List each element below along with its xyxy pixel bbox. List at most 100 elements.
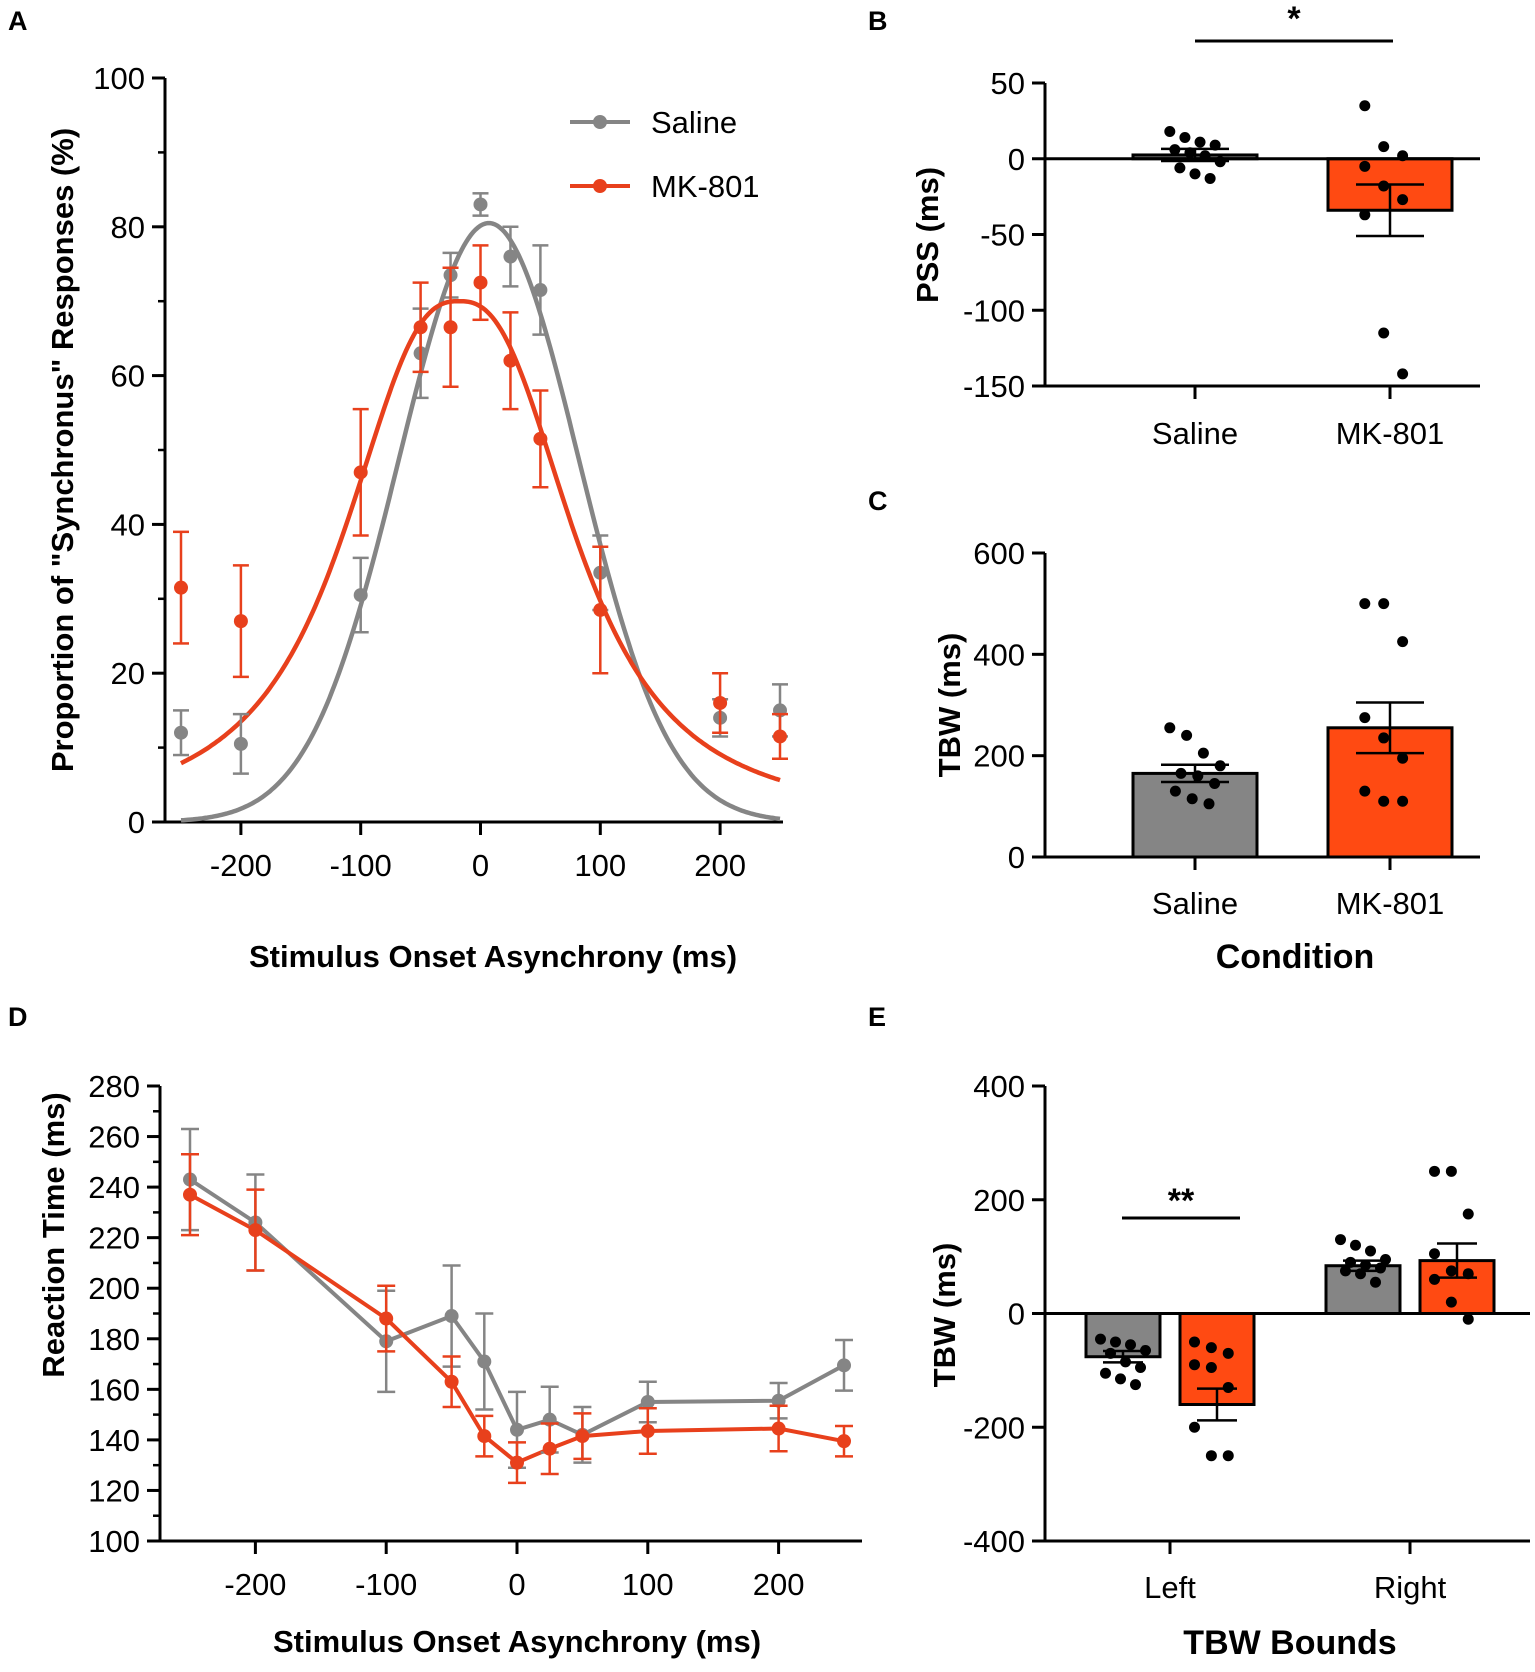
panel-b-y-tick-label: -150 (963, 369, 1025, 404)
panel-b-data-point (1204, 172, 1216, 184)
panel-a-point-mk-801 (413, 320, 428, 335)
panel-e-data-point (1222, 1381, 1234, 1393)
panel-b-data-point (1378, 180, 1390, 192)
panel-c-ylabel: TBW (ms) (932, 633, 967, 778)
panel-d-x-tick-label: 0 (508, 1567, 525, 1602)
panel-a-point-mk-801 (174, 580, 188, 595)
panel-a-point-mk-801 (443, 320, 458, 335)
panel-d-point-mk-801 (183, 1187, 197, 1202)
panel-c-data-point (1186, 793, 1198, 805)
panel-c-data-point (1397, 752, 1409, 764)
panel-d-point-saline (444, 1309, 459, 1324)
panel-e: E 400 200 0 -200 -400 Left Right ** TBW (ms) TB… (868, 1002, 1530, 1662)
panel-e-x-tick-label: Left (1144, 1570, 1196, 1605)
panel-a-y-tick-label: 60 (111, 359, 145, 394)
panel-a-point-mk-801 (533, 431, 548, 446)
legend-saline-label: Saline (651, 105, 737, 140)
panel-e-y-tick-label: -200 (963, 1410, 1025, 1445)
panel-a-point-saline (533, 283, 548, 298)
panel-e-data-point (1462, 1313, 1474, 1325)
panel-b-data-point (1174, 162, 1186, 174)
panel-e-data-point (1345, 1256, 1356, 1268)
panel-b-y-tick-label: 50 (991, 66, 1025, 101)
panel-d-point-mk-801 (248, 1223, 263, 1238)
panel-a-point-mk-801 (503, 353, 518, 368)
panel-b-data-point (1359, 209, 1371, 221)
panel-a-fit-curve-mk-801 (179, 298, 781, 783)
panel-c-data-point (1214, 760, 1226, 772)
panel-e-data-point (1340, 1265, 1351, 1277)
panel-a-y-tick-label: 0 (128, 805, 145, 840)
panel-d-point-mk-801 (771, 1421, 786, 1436)
panel-c-data-point (1203, 798, 1215, 810)
panel-d-point-mk-801 (510, 1455, 524, 1470)
panel-c-data-point (1359, 712, 1371, 724)
panel-b-data-point (1359, 160, 1371, 172)
panel-e-data-point (1135, 1362, 1146, 1374)
panel-a: A 0 20 40 60 80 100 -200 -100 0 100 200 Proportion… (8, 6, 788, 974)
panel-d-point-mk-801 (837, 1434, 851, 1449)
panel-e-y-tick-label: 0 (1008, 1297, 1025, 1332)
panel-a-x-tick-label: -100 (330, 848, 392, 883)
panel-e-data-point (1120, 1356, 1131, 1368)
panel-b-sig-marker: * (1287, 0, 1301, 38)
panel-d-point-mk-801 (640, 1424, 655, 1439)
panel-a-legend: Saline MK-801 (570, 105, 760, 204)
panel-b-data-point (1199, 150, 1211, 162)
panel-e-data-point (1462, 1268, 1474, 1280)
panel-d-y-tick-label: 160 (88, 1372, 140, 1407)
panel-e-xlabel: TBW Bounds (1183, 1624, 1396, 1662)
panel-c-xlabel: Condition (1216, 938, 1375, 976)
panel-c-y-tick-label: 600 (973, 536, 1025, 571)
panel-c-data-point (1378, 598, 1390, 610)
panel-b-data-point (1378, 141, 1390, 153)
panel-a-x-tick-label: 200 (694, 848, 746, 883)
panel-d-point-saline (837, 1358, 851, 1373)
panel-e-data-point (1429, 1273, 1440, 1285)
panel-e-ylabel: TBW (ms) (927, 1243, 962, 1388)
panel-b-label: B (868, 6, 888, 36)
panel-b-x-tick-label: MK-801 (1336, 416, 1445, 451)
panel-a-point-saline (174, 725, 188, 740)
panel-e-data-point (1130, 1379, 1141, 1391)
panel-a-point-saline (473, 197, 488, 212)
panel-d-point-mk-801 (379, 1311, 394, 1326)
legend-mk801-label: MK-801 (651, 169, 760, 204)
panel-d-y-tick-label: 120 (88, 1473, 140, 1508)
panel-c-data-point (1378, 732, 1390, 744)
panel-d-x-tick-label: -200 (224, 1567, 286, 1602)
legend-mk801-marker (593, 179, 607, 193)
panel-e-y-tick-label: -400 (963, 1524, 1025, 1559)
panel-d-y-tick-label: 140 (88, 1423, 140, 1458)
panel-e-data-point (1365, 1245, 1376, 1257)
panel-e-data-point (1095, 1333, 1106, 1345)
panel-e-data-point (1445, 1296, 1457, 1308)
panel-c-data-point (1209, 778, 1221, 790)
panel-b-data-point (1397, 150, 1409, 162)
panel-d-y-tick-label: 100 (88, 1524, 140, 1559)
panel-c-data-point (1181, 729, 1193, 741)
panel-d: D 100 120 140 160 180 200 220 240 260 280 -200 -100… (8, 1002, 862, 1659)
panel-b-data-point (1397, 368, 1409, 380)
panel-c-y-tick-label: 400 (973, 637, 1025, 672)
panel-c-x-tick-label: MK-801 (1336, 886, 1445, 921)
panel-e-data-point (1189, 1421, 1200, 1433)
panel-a-point-mk-801 (353, 465, 368, 480)
panel-d-point-mk-801 (444, 1374, 459, 1389)
panel-e-data-point (1100, 1367, 1111, 1379)
panel-a-point-mk-801 (593, 602, 608, 617)
panel-d-point-saline (640, 1394, 655, 1409)
panel-e-x-tick-label: Right (1374, 1570, 1447, 1605)
panel-e-data-point (1222, 1450, 1234, 1462)
panel-c-data-point (1378, 795, 1390, 807)
panel-b-data-point (1359, 100, 1371, 112)
panel-e-data-point (1125, 1339, 1136, 1351)
panel-e-data-point (1115, 1373, 1126, 1385)
panel-e-data-point (1189, 1336, 1200, 1348)
panel-d-y-tick-label: 180 (88, 1322, 140, 1357)
legend-saline-marker (593, 115, 607, 129)
panel-a-y-tick-label: 40 (111, 507, 145, 542)
panel-b-data-point (1179, 132, 1191, 144)
panel-d-x-tick-label: 100 (622, 1567, 674, 1602)
panel-e-data-point (1380, 1253, 1391, 1265)
